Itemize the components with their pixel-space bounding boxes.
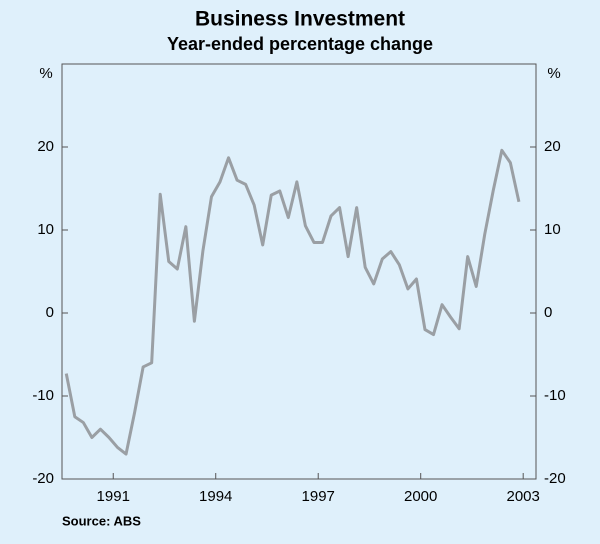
x-tick-label: 1994: [199, 488, 232, 505]
y2-tick-label: -10: [544, 387, 566, 404]
y-axis-label: %: [39, 65, 52, 82]
x-tick-label: 1991: [97, 488, 130, 505]
x-tick-label: 1997: [302, 488, 335, 505]
y-tick-label: 20: [37, 138, 54, 155]
x-tick-label: 2003: [507, 488, 540, 505]
y-tick-label: -20: [32, 470, 54, 487]
chart-subtitle: Year-ended percentage change: [167, 34, 433, 54]
y-tick-label: -10: [32, 387, 54, 404]
plot-frame: [61, 63, 537, 480]
y-tick-label: 10: [37, 221, 54, 238]
x-tick-label: 2000: [404, 488, 437, 505]
y2-axis-label: %: [547, 65, 560, 82]
y-tick-label: 0: [46, 304, 54, 321]
y2-tick-label: 10: [544, 221, 561, 238]
y2-tick-label: -20: [544, 470, 566, 487]
y2-tick-label: 0: [544, 304, 552, 321]
chart-title: Business Investment: [195, 8, 405, 31]
y2-tick-label: 20: [544, 138, 561, 155]
source-note: Source: ABS: [62, 513, 141, 528]
data-line: [64, 148, 521, 456]
